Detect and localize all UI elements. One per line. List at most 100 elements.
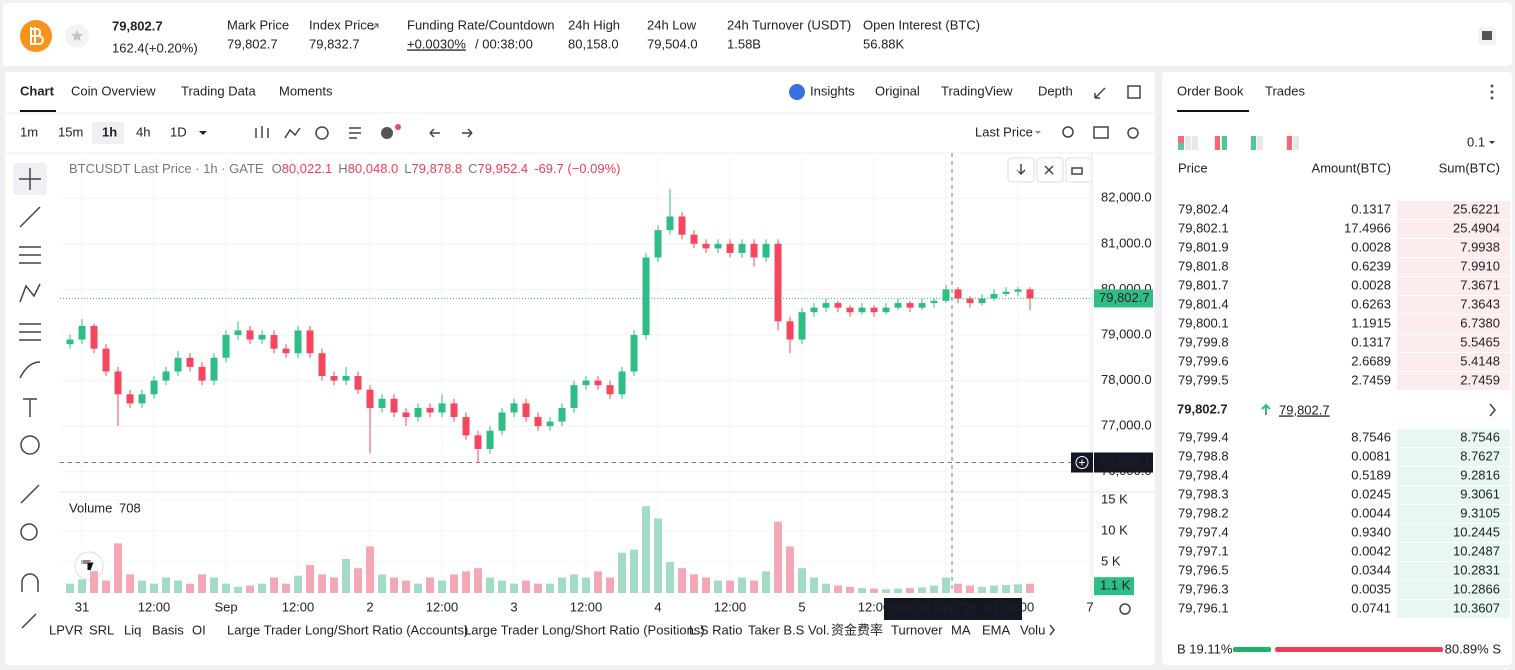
dropdown-arrow[interactable] [1035, 131, 1041, 134]
candle-body [294, 330, 302, 354]
indicator[interactable]: Basis [152, 622, 184, 637]
book-cell: 79,802.4 [1178, 201, 1229, 216]
book-cell: 0.0028 [1351, 277, 1391, 292]
indicator[interactable]: SRL [89, 622, 114, 637]
indicator[interactable]: LPVR [49, 622, 83, 637]
interval[interactable]: 1D [170, 124, 187, 139]
axis-settings[interactable] [1119, 603, 1131, 615]
book-tab[interactable]: Order Book [1177, 83, 1244, 98]
book-cell: 7.9910 [1460, 258, 1500, 273]
book-tab[interactable]: Trades [1265, 83, 1305, 98]
stat-value: 79,832.7 [309, 36, 360, 51]
indicator[interactable]: Taker B.S Vol. [748, 622, 830, 637]
ruler-tool[interactable] [20, 484, 40, 504]
snapshot[interactable] [1093, 126, 1109, 139]
candle-type[interactable] [255, 126, 269, 138]
indicator[interactable]: MA [951, 622, 971, 637]
precision-arrow[interactable] [1489, 141, 1495, 144]
depth-bar [1397, 334, 1510, 352]
volume-bar [102, 580, 111, 593]
view-tab[interactable]: Depth [1038, 83, 1073, 98]
mid-expand[interactable] [1489, 403, 1496, 417]
emoji-tool[interactable] [20, 435, 40, 455]
magnet-tool[interactable] [21, 573, 39, 592]
volume-bar [474, 568, 483, 593]
indicator[interactable]: EMA [982, 622, 1011, 637]
redo[interactable] [462, 128, 473, 138]
indicators[interactable] [284, 127, 301, 139]
channel-tool[interactable] [19, 246, 41, 264]
crosshair-tool[interactable] [19, 168, 41, 190]
indicator[interactable]: 资金费率 [831, 622, 883, 637]
reset[interactable] [1065, 157, 1093, 183]
volume-bar [426, 577, 435, 593]
candle-body [462, 417, 470, 436]
chart-tab[interactable]: Chart [20, 83, 55, 98]
replay[interactable] [315, 126, 329, 140]
undo[interactable] [429, 128, 440, 138]
volume-title: Volume [69, 500, 112, 515]
view-tab[interactable]: TradingView [941, 83, 1013, 98]
fullscreen[interactable] [1094, 87, 1106, 99]
indicator[interactable]: OI [192, 622, 206, 637]
indicator-scroll[interactable] [1049, 624, 1055, 636]
book-cell: 0.6263 [1351, 296, 1391, 311]
candle-body [402, 412, 410, 418]
book-cell: 1.1915 [1351, 315, 1391, 330]
indicator[interactable]: Volu [1020, 622, 1045, 637]
add-indicator[interactable] [381, 127, 393, 139]
pattern-tool[interactable] [19, 283, 41, 303]
text-tool[interactable] [23, 398, 37, 417]
view-tab[interactable]: Insights [810, 83, 855, 98]
indicator[interactable]: Large Trader Long/Short Ratio (Accounts) [227, 622, 468, 637]
interval[interactable]: 15m [58, 124, 83, 139]
book-cell: 79,799.5 [1178, 372, 1229, 387]
window-toggle[interactable] [1127, 85, 1141, 99]
interval[interactable]: 1h [102, 124, 117, 139]
candle-body [138, 394, 146, 404]
candle-body [366, 389, 374, 408]
fib-tool[interactable] [19, 323, 41, 341]
pencil-tool[interactable] [21, 613, 37, 629]
book-cell: 5.5465 [1460, 334, 1500, 349]
book-cell: 0.0081 [1351, 448, 1391, 463]
price-source[interactable]: Last Price [975, 124, 1033, 139]
indicator[interactable]: Liq [124, 622, 141, 637]
book-cell: 0.0344 [1351, 562, 1391, 577]
chart-tab[interactable]: Moments [279, 83, 333, 98]
volume-bar [378, 574, 387, 593]
volume-bar [246, 585, 255, 593]
candle-body [582, 380, 590, 386]
chart-tab[interactable]: Coin Overview [71, 83, 156, 98]
volume-bar [294, 575, 303, 593]
line-tool[interactable] [19, 206, 41, 228]
volume-bar [66, 583, 75, 593]
candle-body [450, 403, 458, 418]
interval[interactable]: 4h [136, 124, 150, 139]
search[interactable] [1062, 126, 1074, 138]
volume-bar [150, 583, 159, 593]
precision[interactable]: 0.1 [1467, 134, 1485, 149]
book-cell: 8.7546 [1460, 429, 1500, 444]
dropdown-arrow[interactable] [199, 131, 207, 135]
volume-bar [1002, 584, 1011, 593]
templates[interactable] [349, 127, 361, 139]
crosshair-y-box [1094, 452, 1153, 473]
book-cell: 0.6239 [1351, 258, 1391, 273]
depth-bar [1397, 277, 1510, 295]
chart-tab[interactable]: Trading Data [181, 83, 256, 98]
settings[interactable] [1127, 127, 1139, 139]
sell-ratio: 80.89% S [1445, 641, 1502, 656]
view-tab[interactable]: Original [875, 83, 920, 98]
zoom-tool[interactable] [20, 523, 38, 541]
candle-body [726, 243, 734, 253]
up-arrow [1261, 403, 1271, 415]
depth-bar [1397, 353, 1510, 371]
interval[interactable]: 1m [20, 124, 38, 139]
brush-tool[interactable] [19, 361, 41, 379]
indicator[interactable]: L.S Ratio [689, 622, 742, 637]
volume-bar [306, 565, 315, 593]
indicator[interactable]: Turnover [891, 622, 943, 637]
x-tick-label: 5 [798, 599, 805, 614]
indicator[interactable]: Large Trader Long/Short Ratio (Positions… [464, 622, 705, 637]
